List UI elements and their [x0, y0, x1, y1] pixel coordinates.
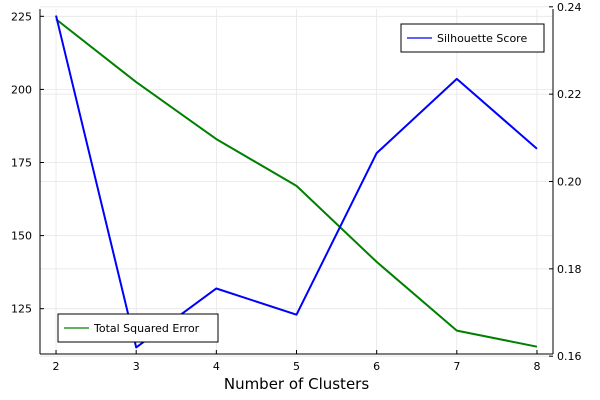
right-y-tick-label: 0.18: [557, 263, 582, 276]
left-y-tick-label: 200: [11, 83, 32, 96]
legend-label: Total Squared Error: [93, 322, 200, 335]
x-tick-label: 6: [373, 360, 380, 373]
x-tick-label: 2: [53, 360, 60, 373]
legends: Total Squared Error Silhouette Score: [57, 23, 545, 343]
left-y-tick-label: 175: [11, 156, 32, 169]
x-tick-label: 7: [453, 360, 460, 373]
x-tick-label: 8: [533, 360, 540, 373]
right-y-tick-label: 0.20: [557, 176, 582, 189]
legend-total-squared-error: Total Squared Error: [57, 313, 219, 343]
right-y-tick-label: 0.22: [557, 88, 582, 101]
right-y-tick-label: 0.16: [557, 350, 582, 363]
series-line-silhouette-score: [55, 15, 538, 349]
series-line-total-squared-error: [55, 18, 538, 348]
x-tick-label: 4: [213, 360, 220, 373]
series-lines: [55, 15, 538, 349]
legend-silhouette-score: Silhouette Score: [400, 23, 545, 53]
tick-labels: 2 3 4 5 6 7 8 125 150 175 200 225 0.16 0.18 0.20 0.22 0.…: [11, 1, 582, 373]
left-y-tick-label: 150: [11, 230, 32, 243]
left-y-tick-label: 225: [11, 10, 32, 23]
x-tick-label: 3: [133, 360, 140, 373]
left-y-tick-label: 125: [11, 303, 32, 316]
right-y-tick-label: 0.24: [557, 1, 582, 14]
x-axis-label: Number of Clusters: [224, 375, 369, 393]
grid-lines: [40, 6, 553, 357]
x-tick-label: 5: [293, 360, 300, 373]
legend-label: Silhouette Score: [437, 32, 527, 45]
